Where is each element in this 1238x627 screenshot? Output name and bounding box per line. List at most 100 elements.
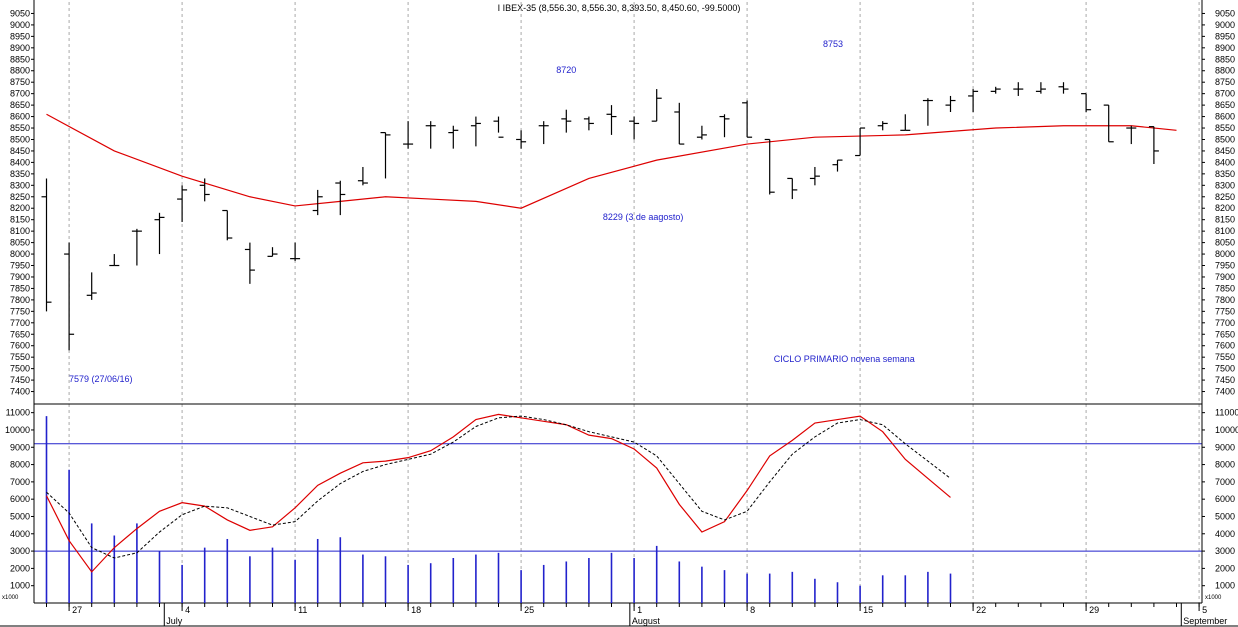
ohlc-bar [357, 166, 368, 186]
price-tick-label-right: 9000 [1215, 20, 1235, 30]
volume-bars [45, 416, 952, 603]
annotation-label: 8229 (3 de aagosto) [603, 212, 684, 222]
price-tick-label-right: 8250 [1215, 192, 1235, 202]
price-tick-label-right: 8500 [1215, 134, 1235, 144]
osc-tick-label-right: 10000 [1215, 425, 1238, 435]
price-tick-label-right: 8550 [1215, 123, 1235, 133]
ohlc-bar [900, 114, 911, 131]
price-tick-label-left: 7500 [10, 364, 30, 374]
price-tick-label-right: 8150 [1215, 215, 1235, 225]
ohlc-bar [267, 247, 278, 257]
price-tick-label-right: 7400 [1215, 387, 1235, 397]
ohlc-bar [1148, 126, 1159, 165]
price-tick-label-left: 8000 [10, 249, 30, 259]
annotation-label: 8720 [556, 65, 576, 75]
ohlc-bar [493, 116, 504, 138]
ohlc-bar [131, 228, 142, 266]
price-tick-label-left: 9050 [10, 8, 30, 18]
osc-tick-label-left: 4000 [10, 529, 30, 539]
price-tick-label-left: 8650 [10, 100, 30, 110]
price-tick-label-left: 7400 [10, 387, 30, 397]
price-tick-label-right: 8450 [1215, 146, 1235, 156]
date-tick-label: 22 [976, 605, 986, 615]
ohlc-bar [968, 89, 979, 112]
price-tick-label-left: 8050 [10, 238, 30, 248]
price-tick-label-right: 8050 [1215, 238, 1235, 248]
ohlc-bar [109, 254, 120, 267]
ohlc-bar [470, 116, 481, 147]
ohlc-bar [448, 125, 459, 149]
price-tick-label-right: 7450 [1215, 375, 1235, 385]
osc-tick-label-right: 7000 [1215, 477, 1235, 487]
price-tick-label-left: 8200 [10, 203, 30, 213]
price-bars [41, 82, 1159, 351]
price-tick-label-left: 7700 [10, 318, 30, 328]
ohlc-bar [651, 89, 662, 122]
price-tick-label-left: 7900 [10, 272, 30, 282]
price-tick-label-right: 7600 [1215, 341, 1235, 351]
ohlc-bar [425, 121, 436, 149]
price-tick-label-right: 8650 [1215, 100, 1235, 110]
ohlc-bar [380, 132, 391, 179]
oscillator-lines [45, 413, 951, 573]
price-tick-label-right: 8700 [1215, 89, 1235, 99]
ohlc-bar [719, 114, 730, 138]
osc-tick-label-right: 3000 [1215, 546, 1235, 556]
ohlc-bar [809, 166, 820, 186]
annotations: 8720 8753 8229 (3 de aagosto) 7579 (27/06/1… [69, 39, 915, 384]
ohlc-bar [1081, 93, 1092, 112]
ohlc-bar [561, 109, 572, 133]
price-tick-label-right: 7850 [1215, 283, 1235, 293]
ohlc-bar [1035, 82, 1046, 94]
chart-title: I IBEX-35 (8,556.30, 8,556.30, 8,393.50,… [498, 3, 741, 13]
ohlc-bar [177, 185, 188, 222]
ohlc-bar [787, 177, 798, 200]
price-tick-label-right: 7750 [1215, 306, 1235, 316]
price-tick-label-left: 7950 [10, 261, 30, 271]
ohlc-bar [312, 189, 323, 216]
osc-tick-label-left: 1000 [10, 581, 30, 591]
price-tick-label-left: 9000 [10, 20, 30, 30]
date-tick-label: 27 [72, 605, 82, 615]
price-tick-label-left: 8300 [10, 180, 30, 190]
date-tick-label: 15 [863, 605, 873, 615]
price-tick-label-right: 8600 [1215, 112, 1235, 122]
osc-tick-label-left: 11000 [6, 408, 30, 418]
ohlc-bar [606, 105, 617, 135]
ohlc-bar [945, 95, 956, 112]
date-tick-label: 29 [1089, 605, 1099, 615]
price-tick-label-right: 7800 [1215, 295, 1235, 305]
ohlc-bar [1103, 104, 1114, 143]
osc-tick-label-right: 11000 [1215, 408, 1238, 418]
date-tick-label: 8 [750, 605, 755, 615]
price-tick-label-right: 7700 [1215, 318, 1235, 328]
right-oscillator-axis: 1000 2000 3000 4000 5000 6000 7000 8000 9000 1000… [1202, 408, 1238, 591]
price-tick-label-right: 8950 [1215, 31, 1235, 41]
ohlc-bar [1013, 82, 1024, 96]
osc-tick-label-left: 3000 [10, 546, 30, 556]
price-tick-label-left: 7600 [10, 341, 30, 351]
ohlc-bar [1058, 82, 1069, 94]
osc-tick-label-left: 8000 [10, 460, 30, 470]
annotation-label: CICLO PRIMARIO novena semana [774, 354, 915, 364]
osc-tick-label-right: 6000 [1215, 494, 1235, 504]
price-tick-label-right: 8200 [1215, 203, 1235, 213]
price-tick-label-left: 8150 [10, 215, 30, 225]
osc-tick-label-left: 9000 [10, 442, 30, 452]
ohlc-bar [64, 242, 75, 351]
left-oscillator-axis: 1000 2000 3000 4000 5000 6000 7000 8000 9000 1000… [5, 408, 34, 591]
price-tick-label-left: 8600 [10, 112, 30, 122]
ohlc-bar [674, 102, 685, 145]
price-tick-label-right: 8800 [1215, 66, 1235, 76]
moving-average-path [46, 113, 1177, 209]
ohlc-bar [538, 121, 549, 145]
ohlc-bar [516, 130, 527, 149]
price-tick-label-right: 7500 [1215, 364, 1235, 374]
ohlc-bar [403, 121, 414, 149]
oscillator-signal-line [46, 415, 951, 559]
annotation-label: 7579 (27/06/16) [69, 374, 133, 384]
month-label: September [1183, 616, 1227, 626]
